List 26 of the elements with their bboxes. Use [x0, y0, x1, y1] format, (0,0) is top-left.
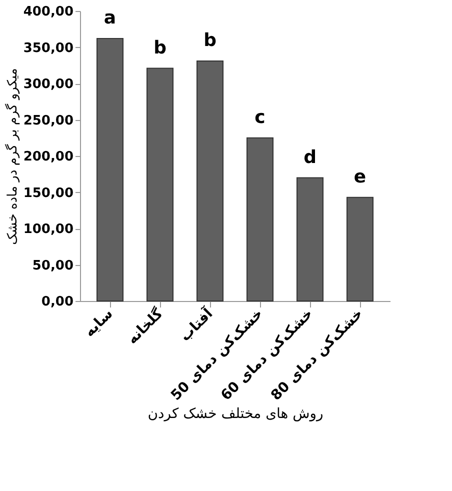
y-tick-label: 150,00 [23, 186, 74, 201]
annotation: d [304, 146, 316, 168]
bar [96, 38, 124, 302]
annotation: b [204, 30, 217, 52]
annotation: b [154, 37, 167, 58]
x-tick-label: گلخانه [124, 304, 167, 348]
x-tick-label: سایه [82, 306, 116, 340]
y-tick-label: 50,00 [32, 258, 74, 274]
bar [246, 137, 274, 302]
y-tick-label: 300,00 [23, 77, 74, 92]
bar [196, 60, 224, 302]
y-tick-label: 200,00 [23, 150, 74, 164]
y-tick-label: 100,00 [23, 222, 74, 237]
y-tick-label: 0,00 [41, 294, 74, 310]
bar [146, 68, 174, 302]
y-tick-label: 400,00 [23, 4, 74, 20]
annotation: e [354, 166, 366, 188]
bar [296, 177, 324, 302]
annotation: c [254, 106, 266, 128]
x-tick-label: آفتاب [176, 304, 217, 345]
y-tick-label: 250,00 [23, 113, 74, 128]
y-axis-title: میکرو گرم بر گرم در ماده خشک [4, 68, 20, 245]
x-axis-title: روش های مختلف خشک کردن [148, 406, 324, 422]
y-tick-label: 350,00 [23, 40, 74, 56]
annotation: a [104, 8, 116, 29]
bar [346, 196, 374, 302]
